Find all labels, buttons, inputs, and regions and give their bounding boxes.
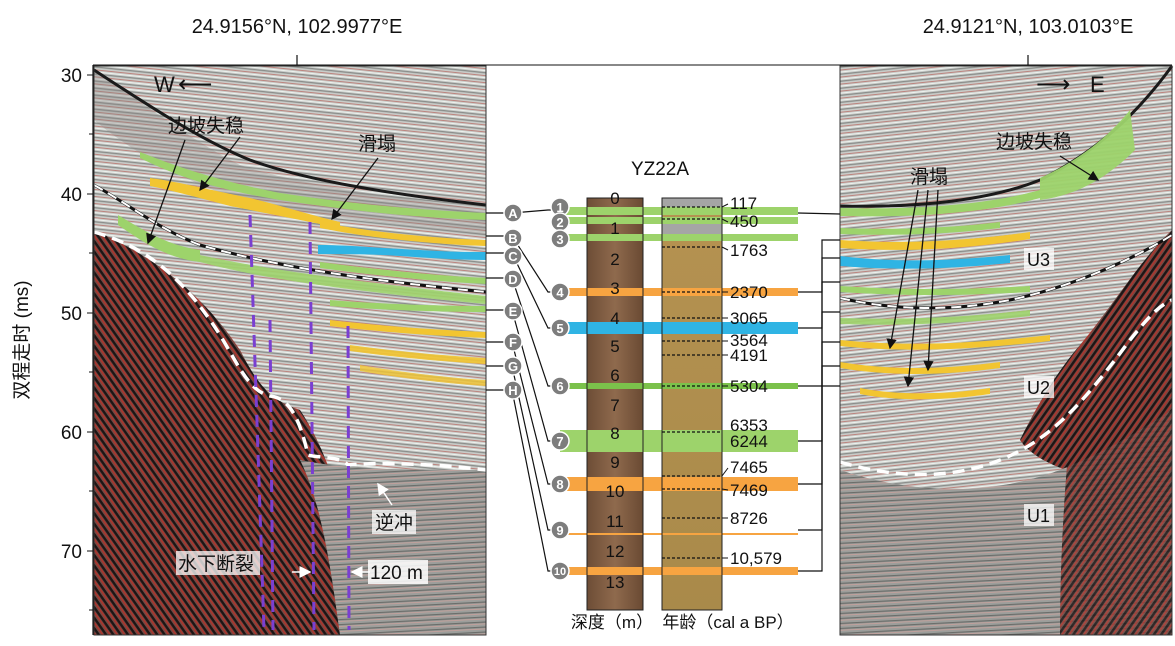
axis-title: 双程走时 (ms) xyxy=(11,280,33,399)
letter-badge: H xyxy=(508,383,517,398)
yellow-layer-east xyxy=(840,232,1030,250)
letter-badge: C xyxy=(508,249,518,264)
event-badge: 9 xyxy=(556,523,563,538)
depth-tick: 13 xyxy=(606,573,625,592)
axis-tick-label: 60 xyxy=(61,423,82,444)
seismic-panel-east: ⟶ E 边坡失稳 滑塌 U3 U2 U1 xyxy=(839,65,1174,636)
depth-tick: 7 xyxy=(610,396,619,415)
depth-tick: 8 xyxy=(610,424,619,443)
east-arrow-icon: ⟶ xyxy=(1036,71,1070,98)
unit-label-u1: U1 xyxy=(1027,506,1050,526)
slope-failure-label-east: 边坡失稳 xyxy=(996,131,1072,153)
slump-label-east: 滑塌 xyxy=(910,166,948,188)
letter-badge: F xyxy=(509,335,517,350)
letter-badge: B xyxy=(508,231,517,246)
green-layer-east xyxy=(840,190,1040,217)
west-label: W xyxy=(154,72,175,97)
depth-tick: 10 xyxy=(606,482,625,501)
depth-tick: 5 xyxy=(610,337,619,356)
axis-tick-label: 70 xyxy=(61,542,82,563)
unit-label-u2: U2 xyxy=(1027,378,1050,398)
age-label: 6244 xyxy=(730,432,768,451)
depth-column xyxy=(586,197,644,611)
letter-badge: A xyxy=(508,206,518,221)
letter-badge: D xyxy=(508,272,517,287)
depth-tick: 12 xyxy=(606,542,625,561)
thrust-label: 逆冲 xyxy=(375,512,413,534)
age-label: 7465 xyxy=(730,458,768,477)
coord-east-label: 24.9121°N, 103.0103°E xyxy=(923,16,1134,38)
west-arrow-icon: ⟵ xyxy=(178,71,212,98)
depth-tick: 3 xyxy=(610,279,619,298)
depth-tick: 4 xyxy=(610,309,619,328)
age-label: 3065 xyxy=(730,309,768,328)
age-label: 1763 xyxy=(730,241,768,260)
axis-tick-label: 50 xyxy=(61,304,82,325)
axis-tick-label: 40 xyxy=(61,185,82,206)
age-label: 8726 xyxy=(730,509,768,528)
fault-label: 水下断裂 xyxy=(178,553,254,575)
age-axis-label: 年龄（cal a BP） xyxy=(662,613,793,632)
event-badge: 2 xyxy=(556,215,563,230)
age-label: 4191 xyxy=(730,346,768,365)
age-column xyxy=(661,197,723,611)
seismic-panel-west: W ⟵ 边坡失稳 滑塌 逆冲 水下断裂 120 m xyxy=(93,65,487,636)
distance-label: 120 m xyxy=(370,563,423,584)
green-layer-west xyxy=(140,152,486,220)
depth-tick: 2 xyxy=(610,250,619,269)
event-badge: 10 xyxy=(554,566,566,578)
coord-west-label: 24.9156°N, 102.9977°E xyxy=(192,16,403,38)
event-badge: 8 xyxy=(556,477,563,492)
letter-badge: G xyxy=(508,359,518,374)
core-yz22a: YZ22A xyxy=(486,159,841,632)
depth-tick: 1 xyxy=(610,219,619,238)
east-label: E xyxy=(1090,72,1105,97)
age-label: 450 xyxy=(730,212,758,231)
event-badge: 4 xyxy=(556,285,564,300)
event-badge: 6 xyxy=(556,379,563,394)
slump-label-west: 滑塌 xyxy=(358,133,396,155)
time-axis: 30 40 50 60 70 双程走时 (ms) xyxy=(11,65,94,635)
depth-tick: 0 xyxy=(610,189,619,208)
age-label: 117 xyxy=(730,194,757,213)
yellow-layer-west xyxy=(150,178,340,228)
blue-layer-west xyxy=(318,245,486,260)
age-label: 10,579 xyxy=(730,549,782,568)
axis-tick-label: 30 xyxy=(61,66,82,87)
age-label: 6353 xyxy=(730,416,768,435)
age-label: 5304 xyxy=(730,377,768,396)
depth-tick: 11 xyxy=(606,512,624,531)
unit-label-u3: U3 xyxy=(1027,250,1050,270)
fault-lines xyxy=(248,214,351,631)
core-name: YZ22A xyxy=(631,159,689,180)
event-badge: 1 xyxy=(556,200,563,215)
depth-axis-label: 深度（m） xyxy=(571,613,653,632)
slope-failure-label-west: 边坡失稳 xyxy=(168,115,244,137)
age-label: 2370 xyxy=(730,283,768,302)
event-badge: 5 xyxy=(556,321,563,336)
event-badge: 3 xyxy=(556,232,563,247)
depth-tick: 6 xyxy=(610,366,619,385)
age-label: 3564 xyxy=(730,331,768,350)
blue-layer-east xyxy=(840,255,1010,269)
depth-tick: 9 xyxy=(610,453,619,472)
event-badge: 7 xyxy=(556,434,563,449)
age-label: 7469 xyxy=(730,481,768,500)
letter-badge: E xyxy=(509,304,518,319)
